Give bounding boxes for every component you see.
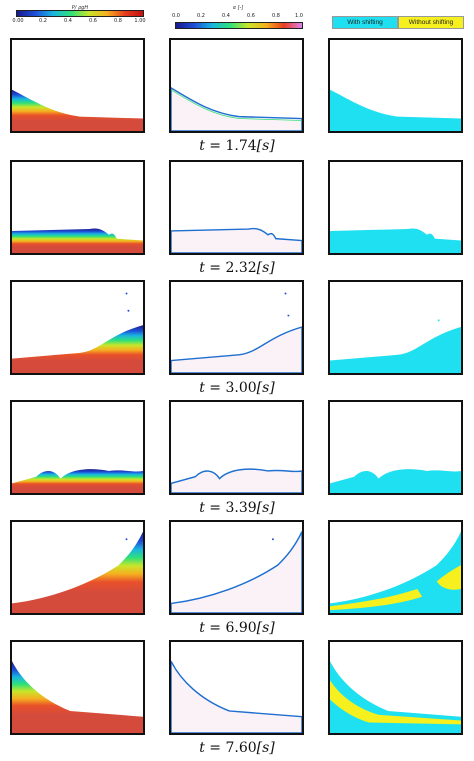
time-unit: [s] (256, 380, 275, 396)
time-prefix: t = (199, 260, 226, 276)
time-prefix: t = (199, 620, 226, 636)
shifting-panel-5 (328, 520, 463, 615)
shifting-legend: With shifting Without shifting (332, 16, 464, 29)
alpha-panel-2 (169, 160, 304, 255)
shifting-panel-4 (328, 400, 463, 495)
without-shifting-swatch: Without shifting (398, 16, 464, 29)
pressure-colorbar (16, 10, 144, 17)
pressure-colorbar-title: P/ ρgH (71, 5, 89, 11)
pressure-tick: 0.8 (114, 18, 122, 24)
time-value: 2.32 (225, 260, 257, 276)
pressure-panel-1 (10, 38, 145, 133)
time-label-2: t = 2.32[s] (0, 260, 474, 276)
time-unit: [s] (256, 500, 275, 516)
alpha-tick: 0.0 (172, 13, 180, 19)
pressure-panel-4 (10, 400, 145, 495)
time-value: 6.90 (225, 620, 257, 636)
alpha-panel-6 (169, 640, 304, 735)
shifting-panel-3 (328, 280, 463, 375)
time-unit: [s] (256, 138, 275, 154)
shifting-panel-6 (328, 640, 463, 735)
alpha-panel-1 (169, 38, 304, 133)
without-shifting-label: Without shifting (408, 19, 454, 26)
alpha-tick: 1.0 (295, 13, 303, 19)
time-prefix: t = (199, 500, 226, 516)
time-value: 7.60 (225, 740, 257, 756)
alpha-panel-5 (169, 520, 304, 615)
time-prefix: t = (199, 138, 226, 154)
alpha-tick: 0.4 (222, 13, 230, 19)
alpha-colorbar (175, 22, 303, 29)
with-shifting-label: With shifting (347, 19, 383, 26)
pressure-tick: 0.4 (64, 18, 72, 24)
alpha-tick: 0.8 (272, 13, 280, 19)
time-label-4: t = 3.39[s] (0, 500, 474, 516)
time-value: 1.74 (225, 138, 257, 154)
pressure-tick: 0.2 (39, 18, 47, 24)
time-value: 3.00 (225, 380, 257, 396)
pressure-tick: 0.6 (89, 18, 97, 24)
pressure-tick: 1.00 (134, 18, 146, 24)
time-prefix: t = (199, 380, 226, 396)
alpha-colorbar-title: α [-] (232, 5, 244, 11)
pressure-tick: 0.00 (12, 18, 24, 24)
alpha-panel-3 (169, 280, 304, 375)
pressure-panel-5 (10, 520, 145, 615)
time-unit: [s] (256, 260, 275, 276)
time-value: 3.39 (225, 500, 257, 516)
pressure-panel-6 (10, 640, 145, 735)
time-unit: [s] (256, 620, 275, 636)
with-shifting-swatch: With shifting (332, 16, 398, 29)
time-label-5: t = 6.90[s] (0, 620, 474, 636)
time-prefix: t = (199, 740, 226, 756)
alpha-tick: 0.6 (247, 13, 255, 19)
time-label-1: t = 1.74[s] (0, 138, 474, 154)
pressure-panel-3 (10, 280, 145, 375)
alpha-panel-4 (169, 400, 304, 495)
shifting-panel-2 (328, 160, 463, 255)
time-unit: [s] (256, 740, 275, 756)
time-label-6: t = 7.60[s] (0, 740, 474, 756)
alpha-tick: 0.2 (197, 13, 205, 19)
pressure-panel-2 (10, 160, 145, 255)
time-label-3: t = 3.00[s] (0, 380, 474, 396)
shifting-panel-1 (328, 38, 463, 133)
